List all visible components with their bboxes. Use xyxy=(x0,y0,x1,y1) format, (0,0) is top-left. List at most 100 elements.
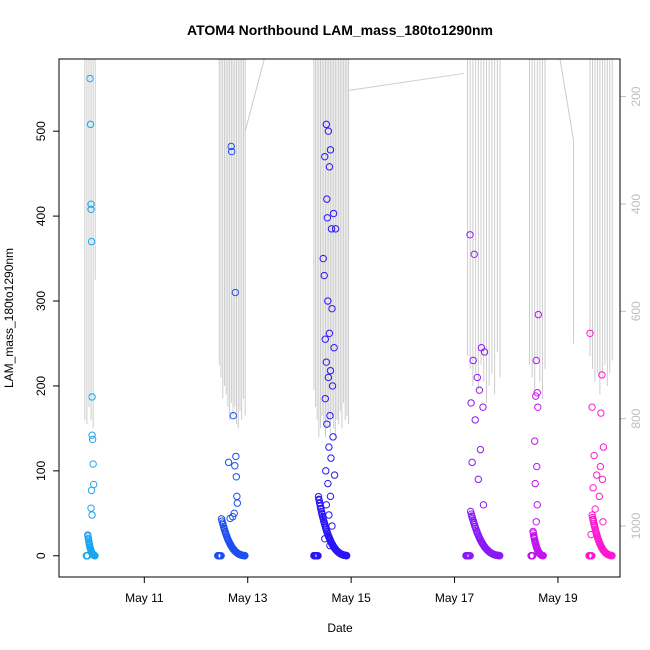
data-point xyxy=(324,373,333,382)
data-point xyxy=(607,551,615,560)
y-tick-label: 300 xyxy=(34,291,48,311)
data-point xyxy=(328,382,337,390)
data-point xyxy=(463,552,471,560)
data-point xyxy=(325,511,333,519)
data-point xyxy=(333,547,342,556)
data-point xyxy=(326,146,335,154)
data-point xyxy=(237,551,245,559)
data-point xyxy=(227,142,235,151)
data-point xyxy=(323,214,332,222)
data-point xyxy=(533,389,541,397)
data-point xyxy=(324,127,333,135)
data-point xyxy=(531,479,539,488)
data-point xyxy=(469,356,477,365)
data-point xyxy=(229,411,237,420)
data-point xyxy=(326,492,335,501)
data-point xyxy=(322,501,331,509)
data-point xyxy=(596,539,604,548)
data-point xyxy=(85,539,93,547)
data-point xyxy=(471,416,479,424)
data-point xyxy=(323,420,331,428)
data-point xyxy=(323,527,331,535)
data-point xyxy=(592,529,601,538)
data-point xyxy=(599,546,607,554)
right-tick-label: 400 xyxy=(629,194,643,214)
data-point xyxy=(325,443,333,451)
data-point xyxy=(474,475,483,484)
data-point xyxy=(532,356,540,365)
data-point xyxy=(315,499,324,507)
data-point xyxy=(330,344,338,352)
data-point xyxy=(537,550,545,559)
data-point xyxy=(327,454,335,462)
data-point xyxy=(233,499,242,507)
data-point xyxy=(591,526,600,535)
data-point xyxy=(476,445,485,454)
chart-title: ATOM4 Northbound LAM_mass_180to1290nm xyxy=(187,22,493,38)
data-point xyxy=(220,524,228,532)
data-point xyxy=(215,552,223,560)
altitude-trace-slope xyxy=(348,72,464,91)
data-point xyxy=(328,304,336,313)
data-point xyxy=(536,550,544,558)
data-point xyxy=(324,479,332,488)
altitude-trace-slope xyxy=(244,58,265,132)
axes: May 11 May 13 May 15 May 17 May 19 0 100 200 300… xyxy=(34,86,643,605)
data-point xyxy=(320,517,328,525)
data-point xyxy=(467,399,475,407)
data-point xyxy=(322,120,331,129)
data-point xyxy=(327,225,336,233)
data-point xyxy=(323,195,331,203)
data-point xyxy=(88,549,96,557)
right-tick-label: 600 xyxy=(629,301,643,321)
data-point xyxy=(313,552,321,560)
data-point xyxy=(475,386,484,394)
data-point xyxy=(230,546,239,555)
right-tick-label: 1000 xyxy=(629,512,643,539)
data-point xyxy=(473,527,481,536)
data-point xyxy=(321,152,329,161)
data-point xyxy=(321,335,329,343)
data-point xyxy=(470,250,478,259)
plot-frame xyxy=(58,58,621,578)
data-point xyxy=(489,550,497,558)
data-point xyxy=(593,471,601,479)
data-point xyxy=(87,237,96,246)
data-point xyxy=(320,271,328,280)
data-point xyxy=(86,120,95,129)
x-tick-label: May 15 xyxy=(331,591,371,605)
data-point xyxy=(528,552,537,560)
data-point xyxy=(466,507,475,516)
data-point xyxy=(241,551,249,560)
data-point xyxy=(530,437,539,445)
data-point xyxy=(589,484,597,492)
altitude-trace-slope xyxy=(559,58,574,140)
data-point xyxy=(321,535,329,543)
data-point xyxy=(484,546,492,555)
data-point xyxy=(587,530,595,539)
data-point xyxy=(473,373,481,382)
data-point xyxy=(479,403,487,411)
data-point xyxy=(532,392,540,400)
data-points xyxy=(82,74,616,560)
data-point xyxy=(588,403,596,411)
data-point xyxy=(590,451,598,460)
data-point xyxy=(326,411,334,420)
data-point xyxy=(326,541,334,550)
data-point xyxy=(599,518,607,526)
y-tick-label: 400 xyxy=(34,206,48,226)
data-point xyxy=(597,409,605,417)
data-point xyxy=(469,518,478,527)
y-tick-label: 200 xyxy=(34,376,48,396)
data-point xyxy=(89,460,97,468)
x-tick-label: May 17 xyxy=(435,591,475,605)
data-point xyxy=(230,509,238,518)
y-axis-label: LAM_mass_180to1290nm xyxy=(2,248,16,388)
data-point xyxy=(598,544,606,552)
data-point xyxy=(330,471,339,479)
data-point xyxy=(599,443,608,451)
data-point xyxy=(227,147,236,156)
data-point xyxy=(310,551,318,560)
data-point xyxy=(87,205,95,214)
